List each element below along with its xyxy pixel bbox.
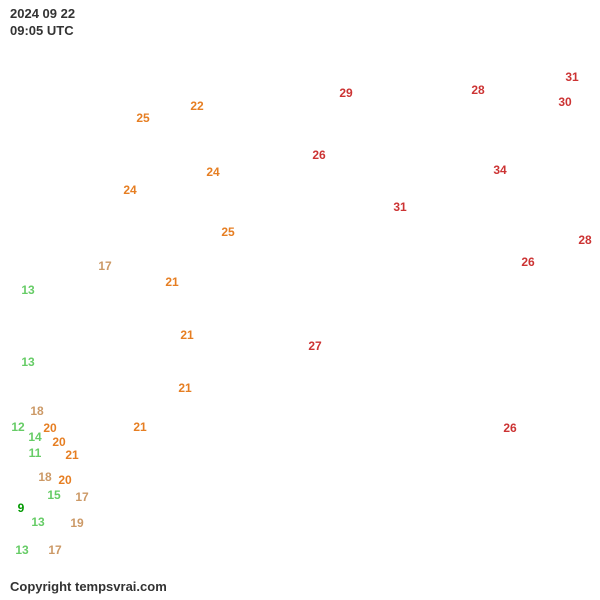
temperature-point: 24: [123, 183, 136, 197]
temperature-point: 21: [65, 448, 78, 462]
temperature-point: 34: [493, 163, 506, 177]
temperature-point: 26: [312, 148, 325, 162]
temperature-point: 21: [178, 381, 191, 395]
temperature-point: 20: [52, 435, 65, 449]
temperature-point: 17: [75, 490, 88, 504]
temperature-point: 25: [221, 225, 234, 239]
temperature-point: 28: [578, 233, 591, 247]
temperature-point: 29: [339, 86, 352, 100]
temperature-point: 13: [21, 355, 34, 369]
temperature-point: 27: [308, 339, 321, 353]
temperature-point: 9: [18, 501, 25, 515]
header-date: 2024 09 22: [10, 6, 75, 23]
temperature-point: 26: [503, 421, 516, 435]
temperature-point: 26: [521, 255, 534, 269]
temperature-point: 19: [70, 516, 83, 530]
temperature-point: 24: [206, 165, 219, 179]
temperature-point: 14: [28, 430, 41, 444]
temperature-point: 18: [30, 404, 43, 418]
temperature-point: 25: [136, 111, 149, 125]
temperature-point: 17: [48, 543, 61, 557]
temperature-point: 21: [133, 420, 146, 434]
temperature-point: 11: [29, 446, 42, 460]
temperature-point: 12: [11, 420, 24, 434]
temperature-point: 30: [558, 95, 571, 109]
temperature-point: 13: [21, 283, 34, 297]
temperature-point: 31: [393, 200, 406, 214]
temperature-point: 31: [565, 70, 578, 84]
temperature-point: 13: [31, 515, 44, 529]
temperature-point: 15: [47, 488, 60, 502]
header-block: 2024 09 22 09:05 UTC: [10, 6, 75, 40]
temperature-point: 13: [15, 543, 28, 557]
temperature-point: 28: [471, 83, 484, 97]
temperature-point: 17: [98, 259, 111, 273]
header-time: 09:05 UTC: [10, 23, 75, 40]
temperature-point: 21: [180, 328, 193, 342]
temperature-point: 21: [165, 275, 178, 289]
temperature-point: 20: [43, 421, 56, 435]
temperature-point: 20: [58, 473, 71, 487]
footer-copyright: Copyright tempsvrai.com: [10, 579, 167, 594]
temperature-point: 22: [190, 99, 203, 113]
temperature-point: 18: [38, 470, 51, 484]
